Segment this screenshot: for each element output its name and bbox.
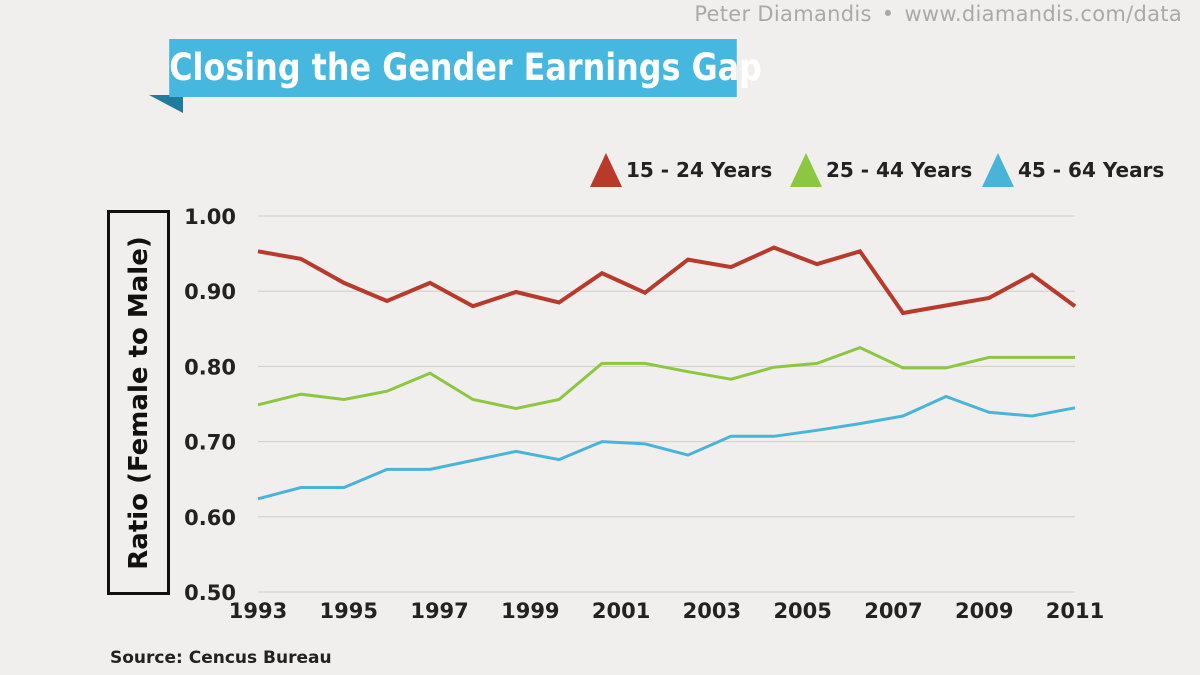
x-tick-label-2001: 2001 <box>592 599 650 623</box>
credit-url: www.diamandis.com/data <box>904 2 1182 26</box>
banner-fold <box>149 95 183 113</box>
x-tick-label-1999: 1999 <box>501 599 559 623</box>
credit-name: Peter Diamandis <box>694 2 872 26</box>
y-tick-label-0.70: 0.70 <box>184 431 236 455</box>
legend-item-25-44: 25 - 44 Years <box>790 153 972 187</box>
legend-item-45-64: 45 - 64 Years <box>982 153 1164 187</box>
banner-bar: Closing the Gender Earnings Gap <box>169 39 762 97</box>
x-tick-label-1993: 1993 <box>229 599 287 623</box>
series-line-15-24Years <box>257 245 1077 316</box>
legend-label-15-24: 15 - 24 Years <box>626 158 773 182</box>
legend: 15 - 24 Years 25 - 44 Years 45 - 64 Year… <box>590 153 1164 197</box>
y-tick-label-0.80: 0.80 <box>184 355 236 379</box>
series-line-45-64Years <box>257 394 1076 501</box>
legend-item-15-24: 15 - 24 Years <box>590 153 772 187</box>
y-tick-label-1.00: 1.00 <box>184 205 236 229</box>
blue-triangle-icon <box>982 153 1014 187</box>
chart-title: Closing the Gender Earnings Gap <box>169 46 762 89</box>
x-tick-label-2011: 2011 <box>1046 599 1104 623</box>
legend-label-45-64: 45 - 64 Years <box>1018 158 1165 182</box>
x-tick-label-1995: 1995 <box>320 599 378 623</box>
y-tick-label-0.50: 0.50 <box>184 581 236 605</box>
credit-separator: • <box>881 2 895 26</box>
y-tick-label-0.60: 0.60 <box>184 506 236 530</box>
series-line-25-44Years <box>257 345 1075 411</box>
credit-line: Peter Diamandis • www.diamandis.com/data <box>694 2 1182 26</box>
y-tick-label-0.90: 0.90 <box>184 280 236 304</box>
legend-label-25-44: 25 - 44 Years <box>826 158 973 182</box>
red-triangle-icon <box>590 153 622 187</box>
x-tick-label-2007: 2007 <box>864 599 922 623</box>
x-tick-label-2003: 2003 <box>683 599 741 623</box>
source-note: Source: Cencus Bureau <box>110 648 332 668</box>
title-banner: Closing the Gender Earnings Gap <box>123 39 783 115</box>
green-triangle-icon <box>790 153 822 187</box>
x-tick-label-2005: 2005 <box>773 599 831 623</box>
x-tick-label-2009: 2009 <box>955 599 1013 623</box>
y-axis-label-box: Ratio (Female to Male) <box>107 210 170 595</box>
x-tick-label-1997: 1997 <box>410 599 468 623</box>
